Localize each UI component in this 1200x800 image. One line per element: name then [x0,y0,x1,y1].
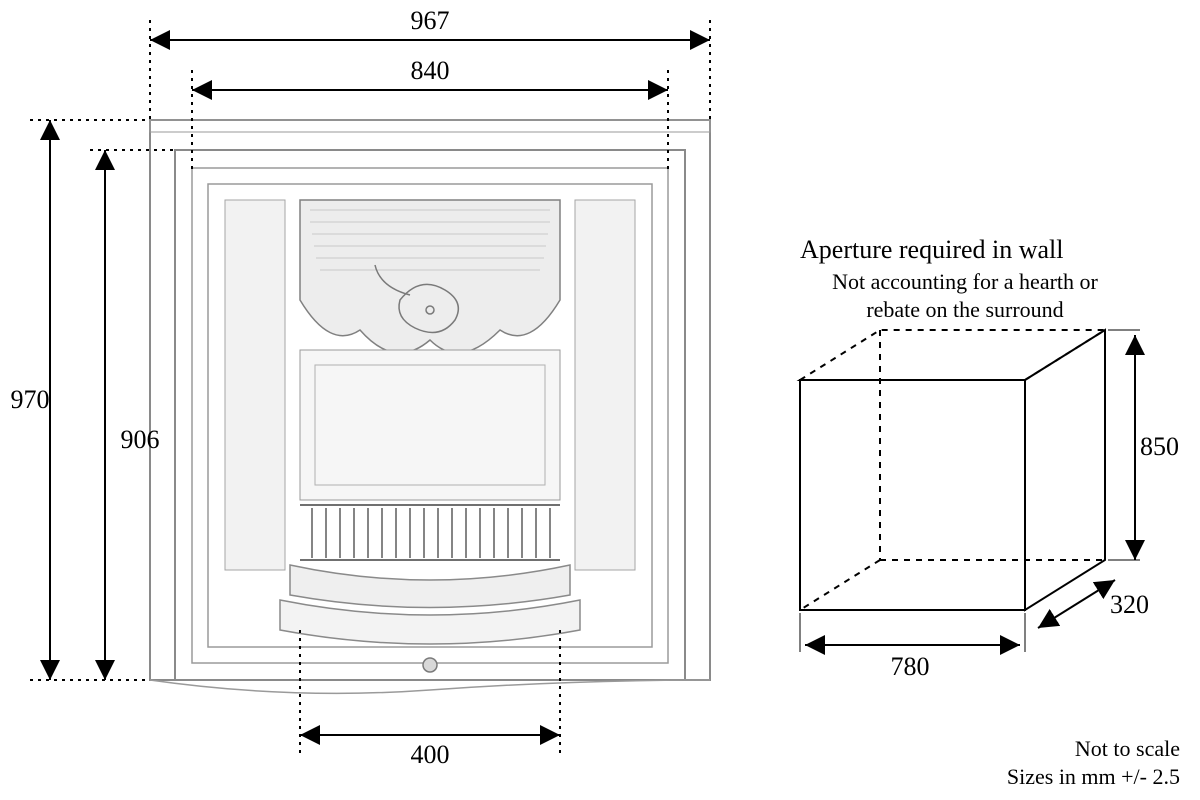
dim-outer-width: 967 [400,6,460,36]
aperture-subtitle: Not accounting for a hearth or rebate on… [800,268,1130,323]
footer-note-2: Sizes in mm +/- 2.5 [1007,764,1180,790]
aperture-subtitle-line1: Not accounting for a hearth or [832,269,1098,294]
dim-aperture-height: 850 [1140,432,1200,462]
aperture-cuboid [800,330,1140,652]
dim-outer-height: 970 [0,385,60,415]
dim-aperture-width: 780 [880,652,940,682]
dim-inner-top-width: 840 [400,56,460,86]
dim-aperture-depth: 320 [1110,590,1170,620]
footer-note-1: Not to scale [1075,736,1180,762]
fireplace-sketch [150,120,710,693]
aperture-subtitle-line2: rebate on the surround [866,297,1063,322]
dim-inner-height: 906 [110,425,170,455]
aperture-title: Aperture required in wall [800,235,1064,265]
diagram-canvas [0,0,1200,800]
dim-opening-width: 400 [400,740,460,770]
